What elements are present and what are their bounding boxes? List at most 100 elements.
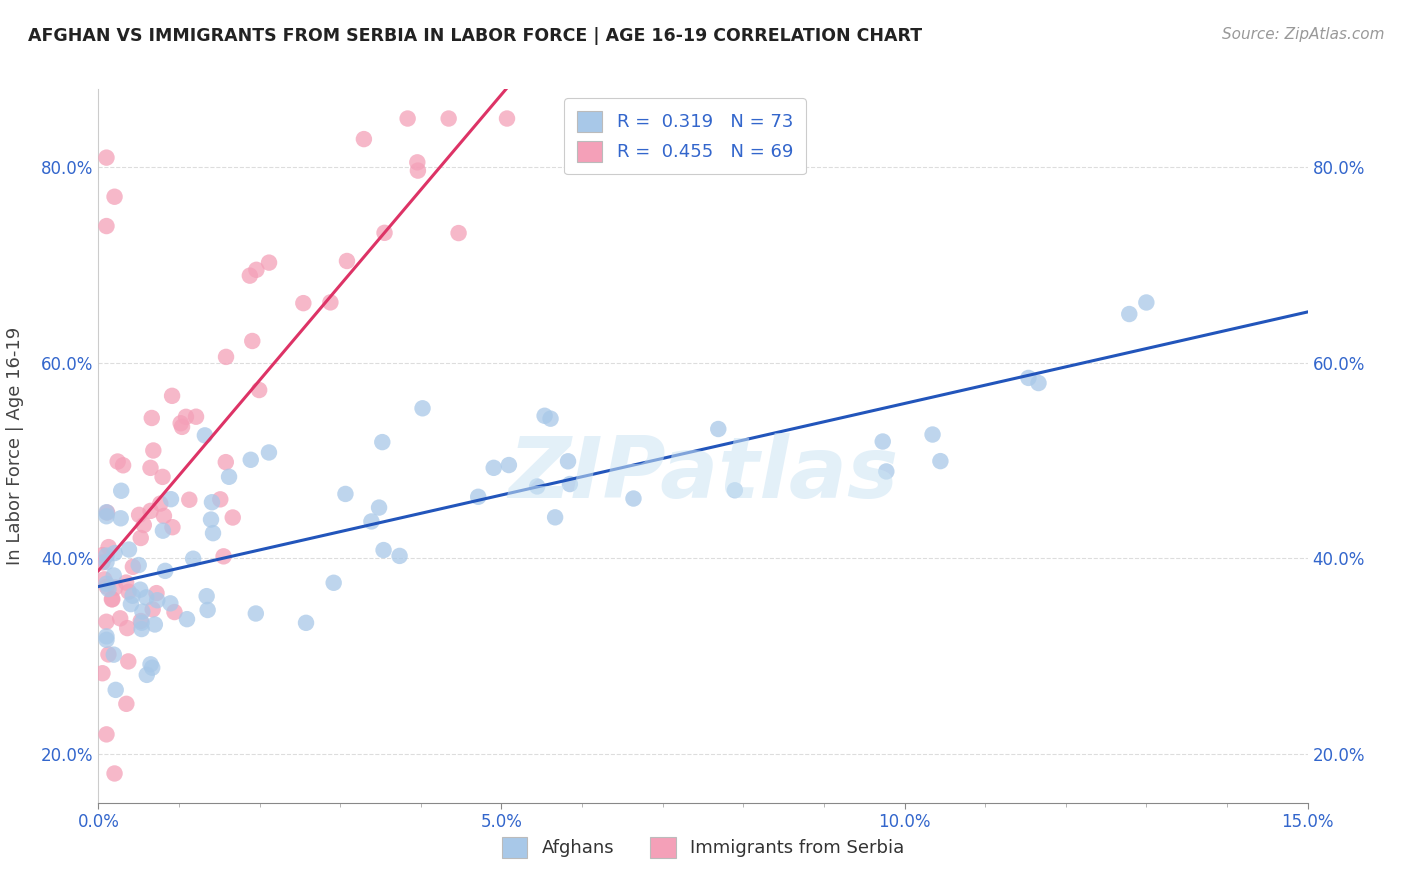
Point: [239, 452, 262, 467]
Point: [96, 615, 118, 629]
Point: [373, 226, 395, 240]
Point: [135, 668, 157, 682]
Point: [406, 163, 429, 178]
Point: [104, 581, 127, 595]
Point: [96, 549, 118, 563]
Point: [118, 542, 141, 557]
Point: [152, 470, 174, 484]
Point: [96, 632, 118, 647]
Point: [360, 515, 382, 529]
Point: [1028, 376, 1050, 390]
Point: [239, 268, 262, 283]
Point: [257, 445, 280, 459]
Point: [93, 573, 115, 587]
Point: [558, 477, 581, 491]
Point: [145, 586, 167, 600]
Point: [146, 593, 169, 607]
Point: [96, 629, 118, 643]
Point: [257, 255, 280, 269]
Point: [921, 427, 943, 442]
Point: [153, 564, 176, 578]
Point: [496, 112, 519, 126]
Point: [96, 506, 118, 520]
Point: [141, 661, 163, 675]
Point: [153, 508, 176, 523]
Point: [142, 602, 165, 616]
Point: [103, 568, 125, 582]
Point: [215, 350, 238, 364]
Point: [163, 605, 186, 619]
Point: [533, 409, 555, 423]
Point: [97, 582, 120, 596]
Point: [132, 518, 155, 533]
Point: [557, 454, 579, 468]
Point: [139, 504, 162, 518]
Point: [139, 657, 162, 672]
Point: [724, 483, 747, 498]
Point: [174, 409, 197, 424]
Point: [623, 491, 645, 506]
Point: [96, 505, 118, 519]
Point: [176, 612, 198, 626]
Point: [388, 549, 411, 563]
Point: [335, 487, 357, 501]
Point: [200, 512, 222, 526]
Point: [103, 546, 125, 560]
Point: [103, 648, 125, 662]
Point: [112, 458, 135, 473]
Point: [159, 596, 181, 610]
Point: [336, 254, 359, 268]
Point: [929, 454, 952, 468]
Point: [128, 558, 150, 572]
Point: [110, 511, 132, 525]
Point: [1135, 295, 1157, 310]
Point: [179, 492, 201, 507]
Text: Source: ZipAtlas.com: Source: ZipAtlas.com: [1222, 27, 1385, 42]
Point: [197, 603, 219, 617]
Point: [292, 296, 315, 310]
Point: [162, 520, 184, 534]
Point: [131, 605, 153, 619]
Point: [115, 575, 138, 590]
Point: [91, 666, 114, 681]
Point: [96, 576, 118, 591]
Point: [437, 112, 460, 126]
Point: [447, 226, 470, 240]
Point: [194, 428, 217, 442]
Point: [467, 490, 489, 504]
Point: [160, 389, 183, 403]
Point: [143, 617, 166, 632]
Point: [96, 555, 118, 569]
Point: [195, 589, 218, 603]
Point: [160, 492, 183, 507]
Point: [498, 458, 520, 472]
Point: [526, 479, 548, 493]
Point: [103, 190, 125, 204]
Point: [149, 497, 172, 511]
Point: [129, 614, 152, 628]
Text: AFGHAN VS IMMIGRANTS FROM SERBIA IN LABOR FORCE | AGE 16-19 CORRELATION CHART: AFGHAN VS IMMIGRANTS FROM SERBIA IN LABO…: [28, 27, 922, 45]
Point: [131, 622, 153, 636]
Point: [245, 607, 267, 621]
Point: [371, 435, 394, 450]
Point: [107, 454, 129, 468]
Point: [1017, 371, 1039, 385]
Text: ZIPatlas: ZIPatlas: [508, 433, 898, 516]
Point: [353, 132, 375, 146]
Point: [96, 580, 118, 594]
Point: [247, 383, 270, 397]
Point: [142, 443, 165, 458]
Point: [240, 334, 263, 348]
Point: [482, 460, 505, 475]
Point: [181, 551, 204, 566]
Point: [544, 510, 567, 524]
Point: [96, 727, 118, 741]
Point: [129, 582, 152, 597]
Point: [875, 465, 897, 479]
Point: [97, 648, 120, 662]
Point: [117, 621, 139, 635]
Point: [128, 508, 150, 522]
Point: [222, 510, 245, 524]
Point: [96, 509, 118, 524]
Point: [245, 262, 267, 277]
